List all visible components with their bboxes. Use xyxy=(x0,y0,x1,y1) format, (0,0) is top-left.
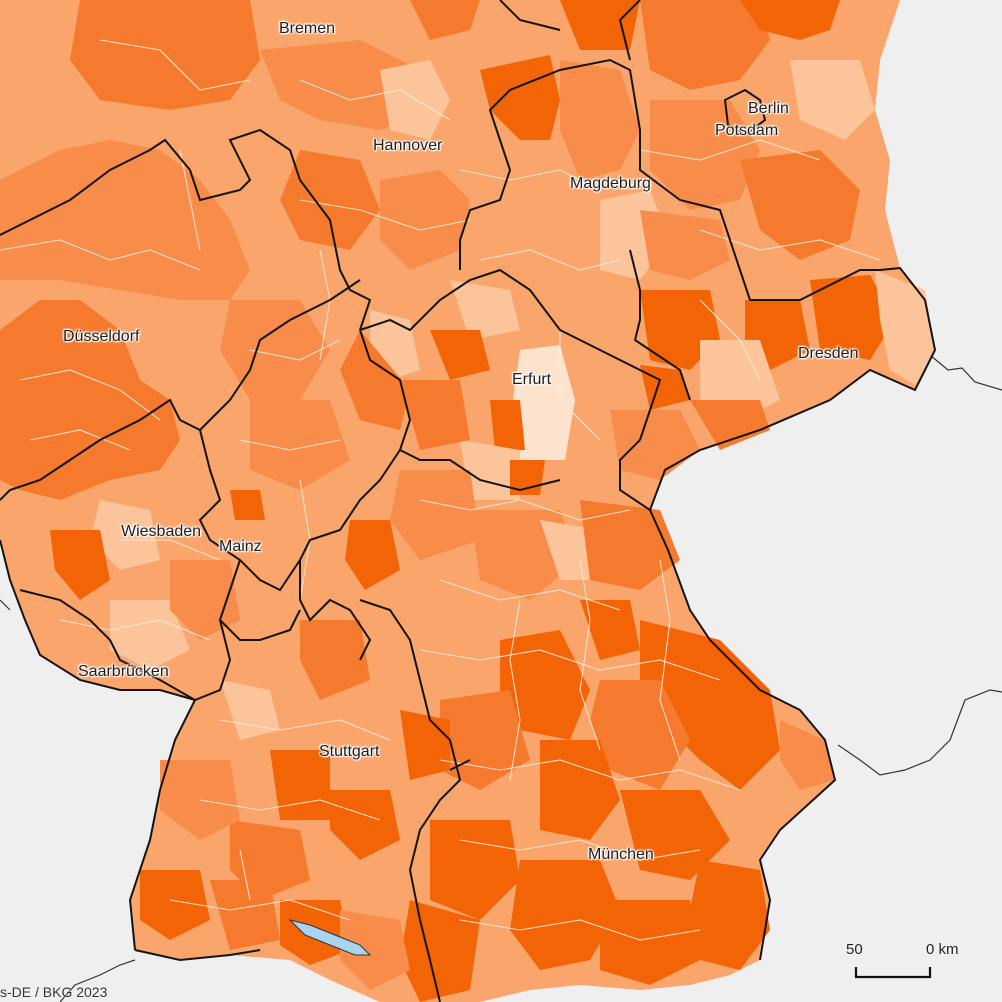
city-label-berlin[interactable]: Berlin xyxy=(748,100,789,117)
city-label-erfurt[interactable]: Erfurt xyxy=(512,371,552,388)
city-label-mainz[interactable]: Mainz xyxy=(219,538,262,555)
city-label-dresden[interactable]: Dresden xyxy=(798,345,859,362)
map-attribution: s-DE / BKG 2023 xyxy=(0,984,108,1000)
city-label-stuttgart[interactable]: Stuttgart xyxy=(319,743,380,760)
city-label-magdeburg[interactable]: Magdeburg xyxy=(570,175,651,192)
scale-bar xyxy=(854,967,932,979)
city-label-saarbruecken[interactable]: Saarbrücken xyxy=(78,663,169,680)
city-label-duesseldorf[interactable]: Düsseldorf xyxy=(63,328,140,345)
scale-label-left: 50 xyxy=(846,941,863,958)
city-label-bremen[interactable]: Bremen xyxy=(279,20,336,37)
city-label-wiesbaden[interactable]: Wiesbaden xyxy=(121,523,202,540)
city-label-hannover[interactable]: Hannover xyxy=(373,137,443,154)
state-borders xyxy=(0,0,937,1002)
district-borders xyxy=(0,39,881,941)
scale-label-right: 0 km xyxy=(926,941,959,958)
lake-bodensee xyxy=(288,919,372,956)
city-label-muenchen[interactable]: München xyxy=(588,846,654,863)
city-label-potsdam[interactable]: Potsdam xyxy=(715,122,779,139)
